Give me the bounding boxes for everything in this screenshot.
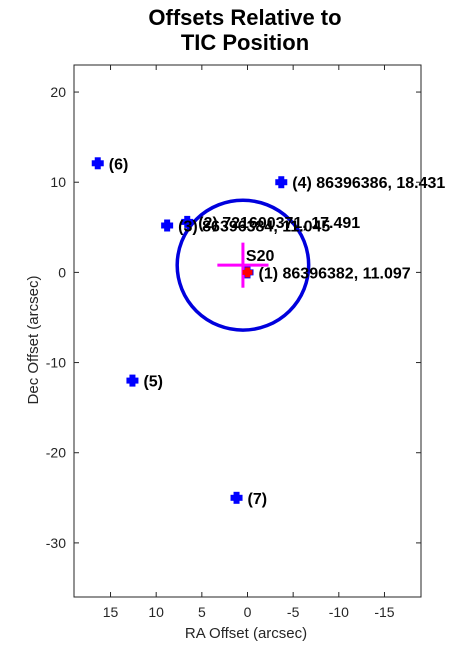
- chart-title-line-2: TIC Position: [181, 30, 309, 55]
- x-tick-label: -15: [374, 604, 394, 620]
- x-tick-label: 10: [148, 604, 164, 620]
- point-label: (7): [248, 491, 268, 508]
- tic-marker: [230, 491, 243, 504]
- y-tick-labels: 20 10 0 -10 -20 -30: [46, 84, 66, 551]
- y-tick-label: -20: [46, 445, 66, 461]
- x-tick-label: -10: [329, 604, 349, 620]
- x-axis-label: RA Offset (arcsec): [185, 625, 307, 642]
- tic-marker: [161, 219, 174, 232]
- tic-marker: [181, 215, 194, 228]
- x-tick-label: 15: [103, 604, 119, 620]
- point-label: (1) 86396382, 11.097: [259, 265, 411, 282]
- point-label: (6): [109, 156, 129, 173]
- y-tick-label: 20: [50, 84, 66, 100]
- y-tick-label: 0: [58, 264, 66, 280]
- tolerance-circle: [175, 198, 311, 332]
- x-tick-label: -5: [287, 604, 300, 620]
- cross-label: S20: [246, 248, 275, 265]
- point-label: (2) 721600371, 17.491: [198, 215, 360, 232]
- plot-content: (1) 86396382, 11.097 (2) 721600371, 17.49…: [91, 156, 445, 508]
- tic-marker: [275, 176, 288, 189]
- y-tick-label: -10: [46, 355, 66, 371]
- x-tick-label: 0: [244, 604, 252, 620]
- tic-marker: [91, 157, 104, 170]
- chart-title-line-1: Offsets Relative to: [148, 5, 341, 30]
- point-label: (4) 86396386, 18.431: [292, 175, 445, 192]
- y-tick-label: 10: [50, 174, 66, 190]
- x-tick-labels: 15 10 5 0 -5 -10 -15: [103, 604, 395, 620]
- x-tick-label: 5: [198, 604, 206, 620]
- axis-ticks: [74, 65, 421, 597]
- point-label: (3) 86396384, 11.045: [178, 219, 330, 236]
- y-tick-label: -30: [46, 535, 66, 551]
- axes-box: [73, 64, 422, 598]
- tic-marker: [126, 374, 139, 387]
- y-axis-label: Dec Offset (arcsec): [25, 276, 42, 405]
- point-label: (5): [143, 374, 163, 391]
